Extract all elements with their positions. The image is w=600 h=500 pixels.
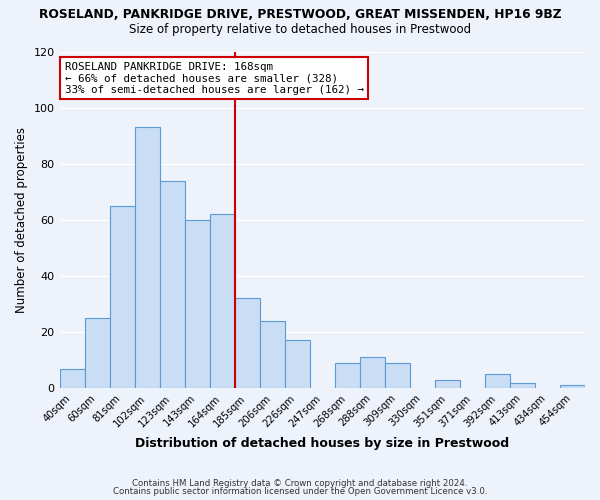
Bar <box>285 340 310 388</box>
Text: ROSELAND PANKRIDGE DRIVE: 168sqm
← 66% of detached houses are smaller (328)
33% : ROSELAND PANKRIDGE DRIVE: 168sqm ← 66% o… <box>65 62 364 95</box>
Text: Contains public sector information licensed under the Open Government Licence v3: Contains public sector information licen… <box>113 487 487 496</box>
Bar <box>560 386 585 388</box>
Bar <box>360 358 385 388</box>
Bar <box>235 298 260 388</box>
Bar <box>59 368 85 388</box>
Bar <box>185 220 209 388</box>
Bar <box>335 363 360 388</box>
Bar <box>160 180 185 388</box>
Bar <box>134 128 160 388</box>
Bar <box>110 206 134 388</box>
Bar <box>510 382 535 388</box>
Bar <box>435 380 460 388</box>
Text: Contains HM Land Registry data © Crown copyright and database right 2024.: Contains HM Land Registry data © Crown c… <box>132 478 468 488</box>
X-axis label: Distribution of detached houses by size in Prestwood: Distribution of detached houses by size … <box>135 437 509 450</box>
Bar <box>85 318 110 388</box>
Bar <box>485 374 510 388</box>
Text: Size of property relative to detached houses in Prestwood: Size of property relative to detached ho… <box>129 22 471 36</box>
Bar <box>209 214 235 388</box>
Bar <box>385 363 410 388</box>
Bar <box>260 321 285 388</box>
Text: ROSELAND, PANKRIDGE DRIVE, PRESTWOOD, GREAT MISSENDEN, HP16 9BZ: ROSELAND, PANKRIDGE DRIVE, PRESTWOOD, GR… <box>39 8 561 20</box>
Y-axis label: Number of detached properties: Number of detached properties <box>15 127 28 313</box>
